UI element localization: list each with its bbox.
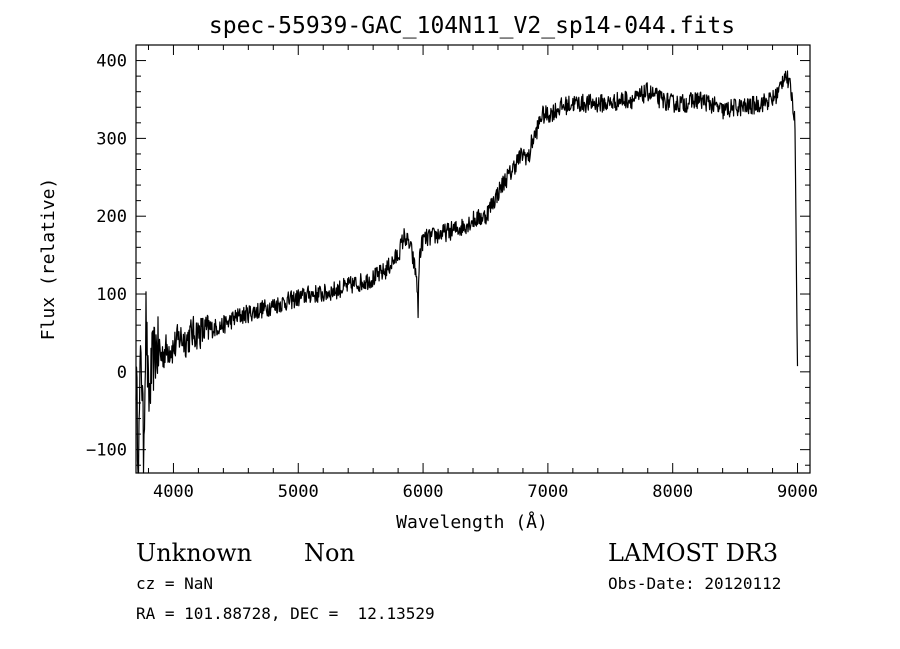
x-tick-label: 7000: [527, 482, 568, 502]
survey-label: LAMOST DR3: [608, 539, 779, 567]
spectrum-chart: spec-55939-GAC_104N11_V2_sp14-044.fits 4…: [38, 13, 818, 533]
x-tick-label: 5000: [278, 482, 319, 502]
x-tick-label: 9000: [777, 482, 818, 502]
x-tick-label: 4000: [153, 482, 194, 502]
y-tick-label: 200: [96, 207, 127, 227]
object-subclass: Non: [304, 539, 355, 567]
y-tick-label: 100: [96, 285, 127, 305]
chart-title: spec-55939-GAC_104N11_V2_sp14-044.fits: [209, 13, 735, 39]
obs-date: Obs-Date: 20120112: [608, 574, 782, 593]
x-tick-label: 6000: [403, 482, 444, 502]
y-tick-label: −100: [86, 441, 127, 461]
y-tick-label: 400: [96, 52, 127, 72]
axis-ticks: [136, 44, 810, 473]
tick-labels: 4000 5000 6000 7000 8000 9000 −100 0 100 200 300 40…: [86, 52, 818, 502]
plot-frame: [135, 44, 811, 474]
y-axis-label: Flux (relative): [38, 178, 59, 341]
cz-readout: cz = NaN: [136, 574, 214, 593]
object-class: Unknown: [136, 539, 253, 567]
coordinates: RA = 101.88728, DEC = 12.13529: [136, 604, 435, 623]
spectrum-line: [135, 70, 799, 474]
y-tick-label: 0: [117, 363, 127, 383]
y-tick-label: 300: [96, 129, 127, 149]
x-axis-label: Wavelength (Å): [396, 511, 548, 533]
x-tick-label: 8000: [652, 482, 693, 502]
